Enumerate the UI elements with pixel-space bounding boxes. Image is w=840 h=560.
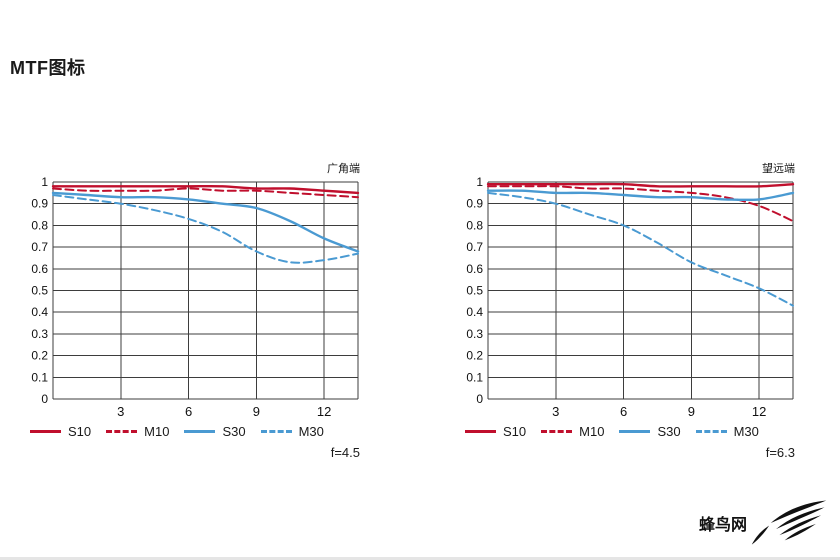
x-tick-label: 3: [117, 404, 124, 419]
y-tick-label: 1: [476, 175, 483, 189]
x-tick-label: 12: [317, 404, 331, 419]
chart-position-label-wide: 广角端: [327, 163, 360, 175]
legend-swatch-m10: [541, 430, 573, 433]
mtf-plot-svg: 0 0.1 0.2 0.3 0.4 0.5 0.6 0.7 0.8 0.9 1 3 6 9 12: [31, 175, 360, 419]
x-tick-label: 12: [752, 404, 766, 419]
mtf-chart-wide-angle: 广角端 0 0.1 0.2 0.3 0.4 0.5 0.6 0.7 0.8 0.9 1 3 6 9 12 S…: [28, 158, 376, 460]
legend-label: S10: [68, 424, 92, 439]
x-tick-label: 9: [253, 404, 260, 419]
y-tick-label: 0.4: [31, 305, 48, 319]
y-tick-label: 0.3: [31, 327, 48, 341]
aperture-label-wide: f=4.5: [330, 445, 360, 460]
y-tick-label: 0.9: [466, 197, 483, 211]
x-tick-label: 9: [688, 404, 695, 419]
y-tick-label: 0.4: [466, 305, 483, 319]
legend-item-m30: M30: [260, 424, 324, 439]
fengniao-logo: 蜂鸟网: [699, 496, 828, 550]
x-tick-label: 6: [620, 404, 627, 419]
legend-swatch-s30: [619, 430, 651, 433]
legend-item-m10: M10: [541, 424, 604, 439]
logo-text: 蜂鸟网: [698, 517, 747, 534]
y-tick-label: 0.1: [31, 370, 48, 384]
y-tick-label: 0.2: [31, 349, 48, 363]
y-tick-label: 0.9: [31, 197, 48, 211]
series-line-s30: [51, 191, 360, 253]
legend-label: M10: [144, 424, 170, 439]
legend-swatch-s30: [184, 430, 216, 433]
plot-area-tele: 0 0.1 0.2 0.3 0.4 0.5 0.6 0.7 0.8 0.9 1 3 6 9 12: [463, 174, 811, 422]
y-tick-label: 0.6: [31, 262, 48, 276]
y-tick-label: 0: [41, 392, 48, 406]
y-tick-label: 0.8: [466, 218, 483, 232]
grid-lines: [487, 181, 794, 400]
series-line-s10: [51, 184, 360, 195]
y-tick-label: 0.3: [466, 327, 483, 341]
legend-label: S10: [503, 424, 527, 439]
x-tick-label: 6: [185, 404, 192, 419]
y-tick-label: 1: [41, 175, 48, 189]
legend-item-s10: S10: [465, 424, 526, 439]
legend-swatch-s10: [30, 430, 61, 433]
legend-item-m10: M10: [106, 424, 169, 439]
y-tick-label: 0.6: [466, 262, 483, 276]
legend-item-m30: M30: [695, 424, 759, 439]
legend-label: M10: [579, 424, 605, 439]
legend-swatch-m10: [106, 430, 138, 433]
y-tick-label: 0: [476, 392, 483, 406]
bottom-divider: [0, 557, 840, 560]
plot-area-wide: 0 0.1 0.2 0.3 0.4 0.5 0.6 0.7 0.8 0.9 1 3 6 9 12: [28, 174, 376, 422]
legend-label: M30: [298, 424, 324, 439]
y-tick-label: 0.2: [466, 349, 483, 363]
chart-legend-tele: S10 M10 S30 M30: [463, 424, 811, 439]
y-tick-label: 0.7: [31, 240, 48, 254]
series-line-m10: [52, 187, 359, 199]
series-line-m30: [487, 191, 794, 307]
y-tick-label: 0.5: [31, 284, 48, 298]
mtf-chart-telephoto: 望远端 0 0.1 0.2 0.3 0.4 0.5 0.6 0.7 0.8 0.9 1 3 6 9 12 S…: [463, 158, 811, 460]
series-line-s30: [486, 189, 795, 202]
x-tick-label: 3: [552, 404, 559, 419]
legend-swatch-s10: [465, 430, 496, 433]
grid-lines: [52, 181, 359, 400]
legend-swatch-m30: [695, 430, 727, 433]
y-tick-label: 0.7: [466, 240, 483, 254]
page-title: MTF图标: [10, 58, 86, 78]
y-tick-label: 0.8: [31, 218, 48, 232]
y-tick-label: 0.5: [466, 284, 483, 298]
legend-item-s10: S10: [30, 424, 91, 439]
mtf-plot-svg: 0 0.1 0.2 0.3 0.4 0.5 0.6 0.7 0.8 0.9 1 3 6 9 12: [466, 175, 795, 419]
chart-position-label-tele: 望远端: [762, 163, 795, 175]
series-line-m30: [52, 194, 359, 264]
legend-label: S30: [222, 424, 246, 439]
hummingbird-icon: [751, 500, 827, 545]
legend-label: S30: [657, 424, 681, 439]
aperture-label-tele: f=6.3: [765, 445, 795, 460]
legend-swatch-m30: [260, 430, 292, 433]
legend-item-s30: S30: [619, 424, 681, 439]
chart-legend-wide: S10 M10 S30 M30: [28, 424, 376, 439]
y-tick-label: 0.1: [466, 370, 483, 384]
series-line-s10: [486, 182, 795, 188]
legend-item-s30: S30: [184, 424, 246, 439]
legend-label: M30: [733, 424, 759, 439]
